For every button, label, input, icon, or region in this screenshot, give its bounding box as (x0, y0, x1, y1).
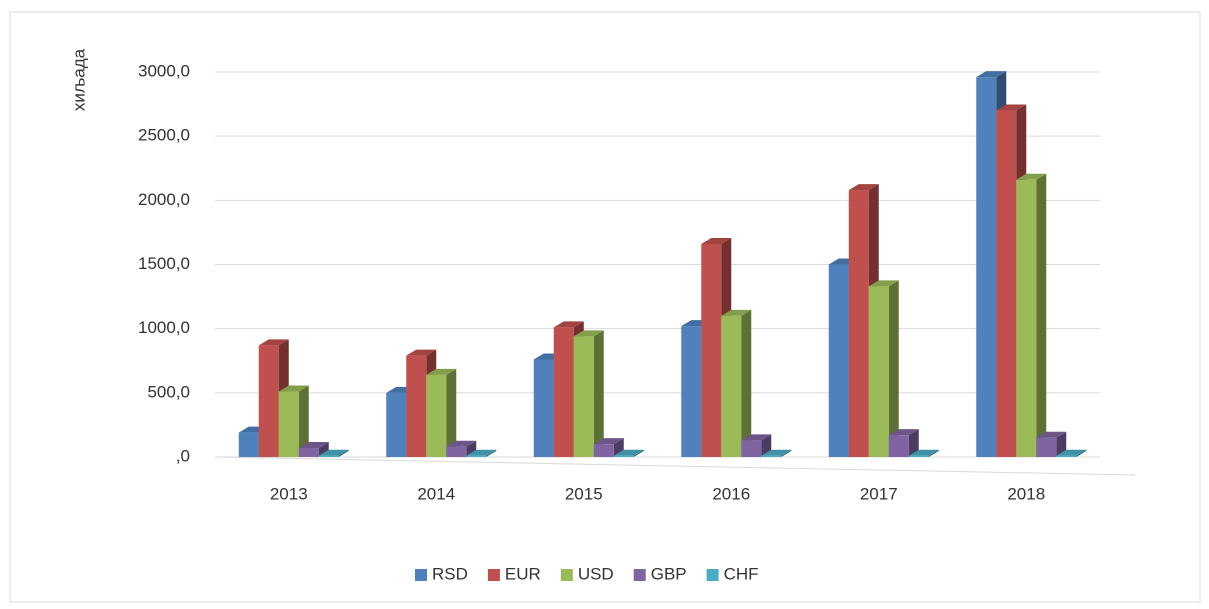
bar (613, 455, 634, 457)
bar (828, 264, 849, 457)
x-tick-label: 2017 (860, 484, 898, 503)
bar-top (613, 449, 644, 456)
y-tick-label: 2000,0 (138, 190, 190, 209)
bar-side (593, 330, 604, 457)
bar-side (338, 449, 349, 457)
bar (976, 77, 997, 457)
bar-top (976, 71, 1007, 78)
y-tick-label: 1000,0 (138, 318, 190, 337)
bar-side (318, 442, 329, 457)
y-tick-label: 1500,0 (138, 254, 190, 273)
bar-top (258, 339, 289, 346)
y-tick-label: 2500,0 (138, 126, 190, 145)
bar (238, 432, 259, 457)
bar (721, 315, 742, 457)
bar-top (1056, 449, 1087, 456)
bar-top (573, 330, 604, 337)
bar (446, 446, 467, 457)
bar (258, 345, 279, 457)
bar (573, 336, 594, 457)
x-tick-label: 2013 (270, 484, 308, 503)
x-tick-label: 2016 (712, 484, 750, 503)
bar-top (996, 104, 1027, 111)
bar (908, 455, 929, 457)
bar (888, 435, 909, 457)
legend-label: EUR (505, 564, 541, 583)
bar (593, 444, 614, 457)
bar-top (298, 442, 329, 449)
bar-top (406, 349, 437, 356)
bar-side (1036, 173, 1047, 458)
legend-swatch (560, 569, 573, 581)
legend-label: GBP (651, 564, 687, 583)
bar (466, 455, 487, 457)
legend-swatch (706, 569, 719, 581)
bar-top (466, 449, 497, 456)
bar (533, 359, 554, 457)
bar-top (426, 368, 457, 375)
bar-side (888, 280, 899, 457)
bar (318, 455, 339, 457)
bar-side (298, 385, 309, 457)
bar (386, 392, 407, 457)
bar-top (721, 309, 752, 316)
bar-top (446, 440, 477, 447)
bar-top (848, 184, 879, 191)
bar-side (928, 449, 939, 457)
bar-top (278, 385, 309, 392)
bar-side (446, 368, 457, 457)
legend-label: USD (578, 564, 614, 583)
bar (701, 243, 722, 457)
bar-top (1016, 173, 1047, 180)
bar-top (701, 237, 732, 244)
bar (1036, 437, 1057, 457)
x-tick-label: 2018 (1007, 484, 1045, 503)
bar-top (908, 449, 939, 456)
bar-top (741, 434, 772, 441)
bar-top (761, 449, 792, 456)
bar (681, 326, 702, 457)
bar-top (1036, 431, 1067, 438)
legend-swatch (633, 569, 646, 581)
bar-top (553, 321, 584, 328)
bar (553, 327, 574, 457)
x-axis (214, 456, 1136, 476)
bar-top (868, 280, 899, 287)
bar (298, 448, 319, 457)
y-tick-label: ,0 (176, 446, 190, 465)
bar (426, 374, 447, 457)
legend-swatch (487, 569, 500, 581)
bar-side (908, 429, 919, 457)
bar (406, 355, 427, 457)
bar-top (593, 438, 624, 445)
bar (761, 455, 782, 457)
legend-label: RSD (432, 564, 468, 583)
bar-side (633, 449, 644, 457)
bar (868, 286, 889, 457)
bar-side (486, 449, 497, 457)
y-tick-label: 500,0 (147, 382, 190, 401)
bar-top (888, 429, 919, 436)
y-axis-label: хиљада (69, 48, 88, 111)
bar-side (741, 309, 752, 457)
bar-top (318, 449, 349, 456)
bar (1016, 179, 1037, 458)
bar-side (1056, 431, 1067, 457)
y-tick-label: 3000,0 (138, 61, 190, 80)
bar-side (466, 440, 477, 457)
bar (996, 110, 1017, 457)
legend-swatch (415, 569, 427, 581)
bar (1056, 455, 1077, 457)
legend-label: CHF (724, 564, 759, 583)
bar (278, 391, 299, 457)
x-tick-label: 2015 (565, 484, 603, 503)
bar-side (781, 449, 792, 457)
x-tick-label: 2014 (417, 484, 455, 503)
bar (848, 190, 869, 458)
bar-side (1076, 449, 1087, 457)
bar (741, 440, 762, 457)
